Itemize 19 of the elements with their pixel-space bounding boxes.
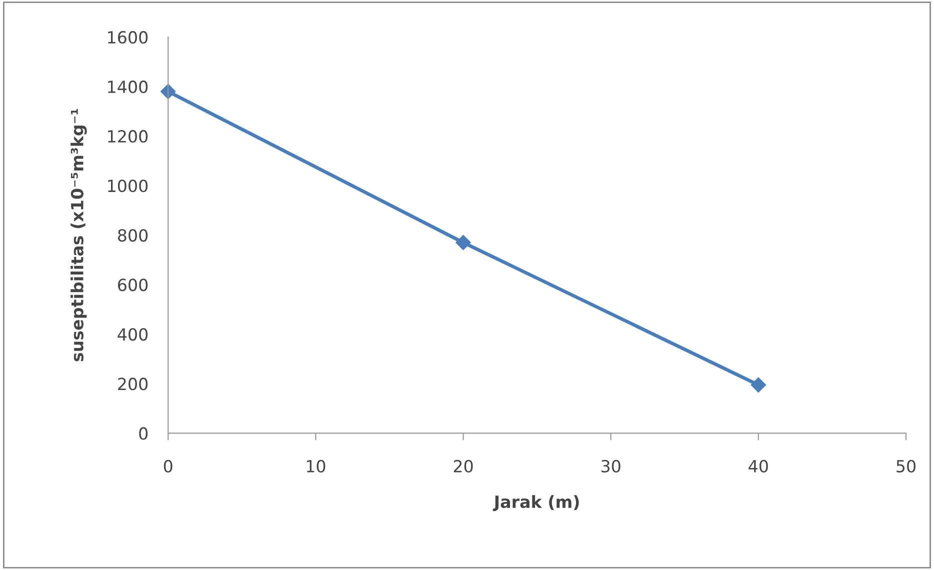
y-tick-label: 400 [118, 328, 148, 341]
y-tick-label: 1600 [108, 31, 148, 44]
x-tick-label: 40 [748, 460, 768, 472]
y-tick-label: 1000 [108, 180, 148, 192]
x-tick-label: 10 [306, 460, 326, 472]
point [750, 377, 766, 392]
point [456, 234, 471, 250]
y-tick-label: 800 [118, 229, 148, 242]
y-tick-label: 200 [118, 378, 148, 390]
y-tick-label: 600 [118, 278, 148, 292]
x-tick-label: 20 [454, 460, 473, 472]
y-tick-label: 0 [139, 427, 148, 440]
y-axis-title: suseptibilitas (x10⁻⁵m³kg⁻¹ [70, 109, 87, 362]
y-tick-label: 1400 [108, 80, 148, 94]
x-tick-label: 50 [896, 460, 916, 472]
x-tick-label: 30 [602, 460, 620, 472]
x-axis-title: Jarak (m) [492, 495, 579, 512]
y-tick-label: 1200 [108, 130, 148, 143]
x-tick-label: 0 [164, 460, 172, 472]
